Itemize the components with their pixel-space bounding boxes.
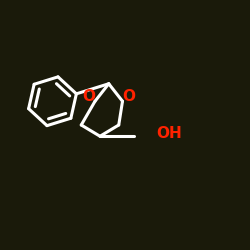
Text: O: O <box>82 89 95 104</box>
Text: OH: OH <box>156 126 182 141</box>
Text: O: O <box>122 89 135 104</box>
